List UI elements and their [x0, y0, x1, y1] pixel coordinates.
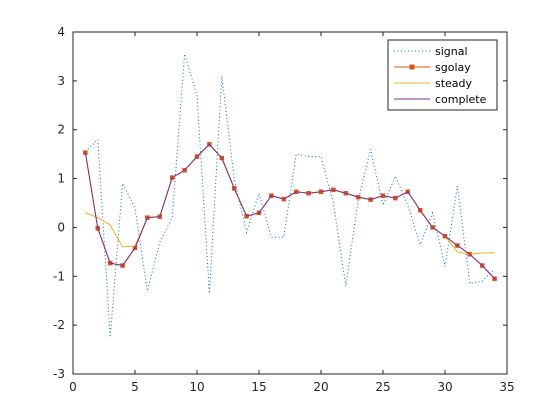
- legend-label: sgolay: [435, 61, 471, 74]
- legend-box: [387, 39, 498, 111]
- y-tick-label: 4: [57, 25, 65, 39]
- y-tick-label: 0: [57, 220, 65, 234]
- legend-label: steady: [435, 77, 473, 90]
- y-tick-label: 1: [57, 172, 65, 186]
- y-tick-label: 3: [57, 74, 65, 88]
- x-tick-label: 20: [313, 380, 328, 394]
- axes-box: [72, 31, 508, 375]
- legend-item-complete: complete: [394, 93, 487, 106]
- y-tick-label: 2: [57, 123, 65, 137]
- legend-item-steady: steady: [394, 77, 473, 90]
- x-tick-label: 5: [131, 380, 139, 394]
- series-layer: [83, 53, 497, 338]
- x-tick-label: 0: [69, 380, 77, 394]
- legend-label: complete: [435, 93, 487, 106]
- x-tick-label: 10: [189, 380, 204, 394]
- x-tick-label: 15: [251, 380, 266, 394]
- y-tick-label: -2: [53, 318, 65, 332]
- x-tick-label: 30: [437, 380, 452, 394]
- x-tick-label: 25: [375, 380, 390, 394]
- series-line-complete: [84, 143, 495, 280]
- legend-label: signal: [435, 45, 468, 58]
- y-tick-label: -1: [53, 269, 65, 283]
- legend-marker: [409, 64, 415, 70]
- y-tick-label: -3: [53, 367, 65, 381]
- series-complete: [84, 143, 495, 280]
- x-tick-label: 35: [499, 380, 514, 394]
- legend: signal sgolay steady complete: [387, 39, 498, 111]
- axes-layer: 0 5 10 15 20 25 30 35 -3 -2 -1 0 1 2 3 4: [53, 25, 515, 394]
- legend-item-signal: signal: [394, 45, 468, 58]
- legend-item-sgolay: sgolay: [394, 61, 471, 74]
